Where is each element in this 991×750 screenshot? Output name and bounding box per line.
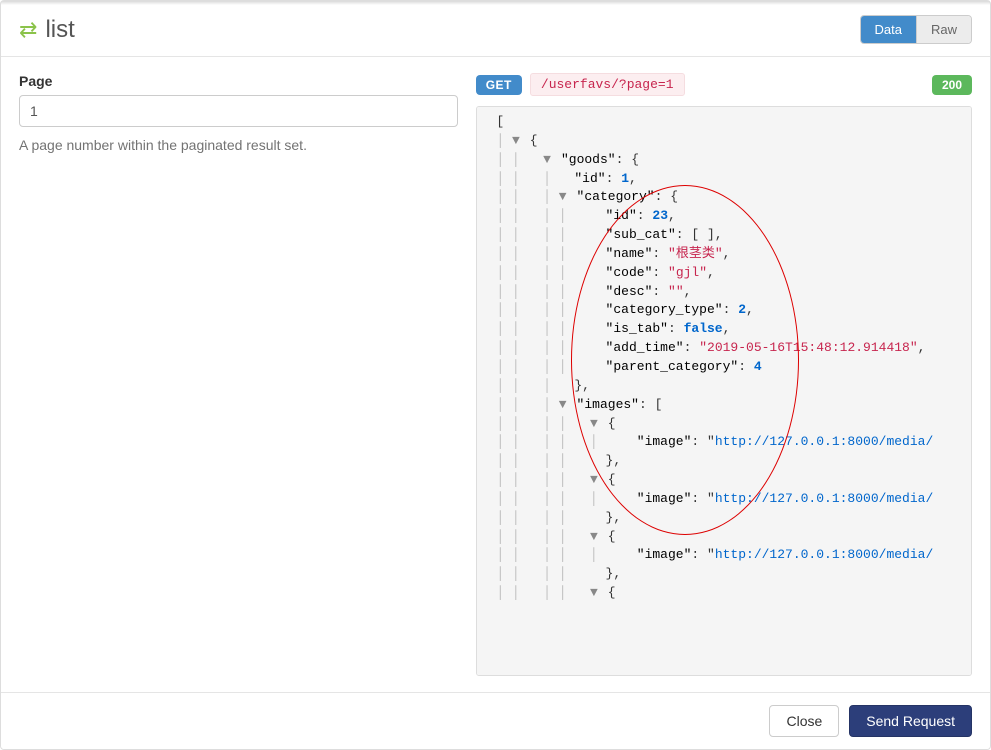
send-request-button[interactable]: Send Request: [849, 705, 972, 737]
tab-raw[interactable]: Raw: [916, 16, 971, 43]
modal-footer: Close Send Request: [1, 693, 990, 749]
page-label: Page: [19, 73, 458, 89]
json-key: sub_cat: [613, 227, 668, 242]
caret-icon[interactable]: ▼: [543, 151, 553, 170]
modal-body: Page A page number within the paginated …: [1, 57, 990, 693]
caret-icon[interactable]: ▼: [512, 132, 522, 151]
http-method-badge: GET: [476, 75, 522, 95]
json-url: http://127.0.0.1:8000/media/: [715, 547, 933, 562]
page-input[interactable]: [19, 95, 458, 127]
modal-dialog: ⇄ list Data Raw Page A page number withi…: [0, 0, 991, 750]
dialog-title: list: [45, 16, 74, 44]
json-string: gjl: [676, 265, 699, 280]
json-key: image: [645, 434, 684, 449]
close-button[interactable]: Close: [769, 705, 839, 737]
json-url: http://127.0.0.1:8000/media/: [715, 434, 933, 449]
json-key: desc: [613, 284, 644, 299]
request-url: /userfavs/?page=1: [530, 73, 685, 96]
json-viewer[interactable]: [ │ ▼ { │ │ ▼ "goods": { │ │ │ "id": 1, …: [476, 106, 972, 676]
json-url: http://127.0.0.1:8000/media/: [715, 491, 933, 506]
tab-data[interactable]: Data: [861, 16, 916, 43]
json-key: add_time: [613, 340, 675, 355]
json-number: 2: [738, 302, 746, 317]
json-bool: false: [684, 321, 723, 336]
json-key: is_tab: [613, 321, 660, 336]
json-key: parent_category: [613, 359, 730, 374]
json-key: category: [584, 189, 646, 204]
json-number: 4: [754, 359, 762, 374]
json-number: 23: [652, 208, 668, 223]
caret-icon[interactable]: ▼: [590, 415, 600, 434]
params-pane: Page A page number within the paginated …: [1, 57, 476, 692]
caret-icon[interactable]: ▼: [590, 471, 600, 490]
caret-icon[interactable]: ▼: [559, 188, 569, 207]
json-key: name: [613, 246, 644, 261]
request-header: GET /userfavs/?page=1 200: [476, 73, 972, 96]
json-key: images: [584, 397, 631, 412]
json-key: image: [645, 491, 684, 506]
json-string: 2019-05-16T15:48:12.914418: [707, 340, 910, 355]
view-tabs: Data Raw: [860, 15, 972, 44]
json-key: id: [582, 171, 598, 186]
caret-icon[interactable]: ▼: [590, 528, 600, 547]
swap-icon: ⇄: [19, 19, 37, 41]
caret-icon[interactable]: ▼: [590, 584, 600, 603]
json-key: code: [613, 265, 644, 280]
title-wrap: ⇄ list: [19, 16, 75, 44]
http-status-badge: 200: [932, 75, 972, 95]
response-pane: GET /userfavs/?page=1 200 [ │ ▼ { │ │ ▼ …: [476, 57, 990, 692]
page-help-text: A page number within the paginated resul…: [19, 137, 458, 153]
json-key: id: [613, 208, 629, 223]
json-key: image: [645, 547, 684, 562]
json-key: goods: [569, 152, 608, 167]
json-key: category_type: [613, 302, 714, 317]
json-string: 根茎类: [676, 246, 715, 261]
modal-header: ⇄ list Data Raw: [1, 1, 990, 57]
json-content: [ │ ▼ { │ │ ▼ "goods": { │ │ │ "id": 1, …: [481, 113, 972, 619]
caret-icon[interactable]: ▼: [559, 396, 569, 415]
json-number: 1: [621, 171, 629, 186]
